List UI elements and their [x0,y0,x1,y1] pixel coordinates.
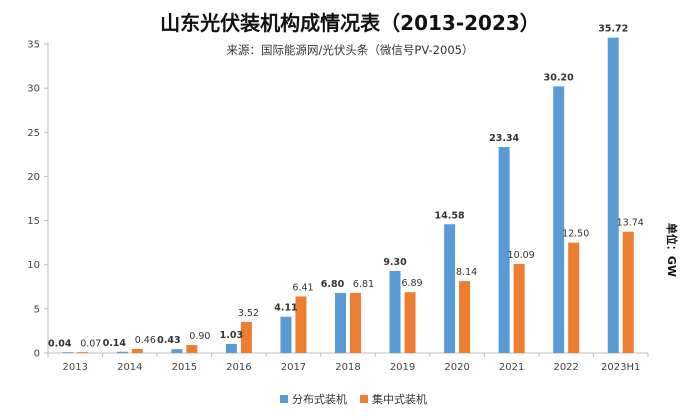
data-label-distributed: 35.72 [598,24,628,35]
bar-centralized [513,263,525,353]
bar-distributed [62,352,74,353]
y-tick-label: 15 [27,216,40,227]
bar-centralized [622,231,634,353]
bar-distributed [225,343,237,353]
legend-label-distributed: 分布式装机 [292,392,347,406]
bar-distributed [607,37,619,353]
x-tick-label: 2023H1 [601,362,640,373]
x-tick-label: 2022 [553,362,578,373]
y-tick-label: 35 [27,40,40,51]
bar-centralized [459,281,471,353]
legend: 分布式装机 集中式装机 [280,392,427,406]
data-label-distributed: 30.20 [544,72,574,83]
x-tick-label: 2014 [117,362,142,373]
y-tick-label: 25 [27,128,40,139]
bar-centralized [350,292,361,353]
x-tick-label: 2018 [335,362,360,373]
chart-subtitle: 来源：国际能源网/光伏头条（微信号PV-2005） [227,43,474,57]
data-label-centralized: 0.46 [135,335,156,346]
bar-distributed [389,270,401,353]
y-tick-label: 5 [34,304,40,315]
data-label-distributed: 1.03 [220,330,243,341]
data-label-distributed: 0.04 [48,339,72,350]
chart-title: 山东光伏装机构成情况表（2013-2023） [160,11,540,35]
y-tick-label: 0 [34,349,40,360]
bar-distributed [498,146,510,353]
legend-swatch-distributed [280,395,288,403]
bar-distributed [444,224,456,353]
data-label-centralized: 8.14 [456,267,477,278]
bar-distributed [280,316,292,353]
data-label-centralized: 6.89 [401,278,422,289]
data-label-centralized: 13.74 [617,218,644,229]
bar-centralized [131,348,143,353]
bar-distributed [116,351,128,353]
bar-centralized [568,242,580,353]
data-label-distributed: 6.80 [321,279,345,290]
x-tick-label: 2019 [390,362,415,373]
data-label-distributed: 4.11 [274,303,297,314]
bar-centralized [404,292,416,353]
bar-centralized [295,296,307,353]
bar-centralized [77,352,89,353]
x-tick-label: 2021 [499,362,524,373]
y-tick-label: 30 [27,84,40,95]
y-axis-unit-label: 单位：GW [665,223,679,277]
x-tick-label: 2017 [281,362,306,373]
data-labels: 0.04 0.07 0.14 0.46 0.43 0.90 1.03 3.52 4.11 6.41… [48,24,644,350]
data-label-centralized: 3.52 [238,308,259,319]
bar-distributed [553,86,565,354]
legend-swatch-centralized [360,395,368,403]
y-tick-label: 10 [27,260,40,271]
x-tick-label: 2016 [226,362,251,373]
x-tick-label: 2013 [63,362,88,373]
data-label-centralized: 6.81 [353,279,374,290]
axes: 0 5 10 15 20 25 30 35 2013 2014 2015 2016 2017 2018 20… [27,40,649,373]
legend-label-centralized: 集中式装机 [372,392,427,406]
bar-centralized [186,345,198,353]
bar-distributed [335,292,346,353]
data-label-distributed: 14.58 [435,210,465,221]
x-tick-label: 2015 [172,362,197,373]
bar-distributed [171,349,183,353]
bar-centralized [240,321,252,353]
data-label-distributed: 23.34 [489,133,519,144]
bars [62,37,634,354]
data-label-distributed: 9.30 [383,257,407,268]
y-tick-label: 20 [27,172,40,183]
data-label-centralized: 6.41 [292,282,313,293]
data-label-distributed: 0.43 [157,335,180,346]
data-label-distributed: 0.14 [103,338,127,349]
data-label-centralized: 0.07 [80,338,101,349]
data-label-centralized: 10.09 [508,250,535,261]
x-tick-label: 2020 [444,362,469,373]
data-label-centralized: 12.50 [562,229,589,240]
data-label-centralized: 0.90 [189,331,210,342]
